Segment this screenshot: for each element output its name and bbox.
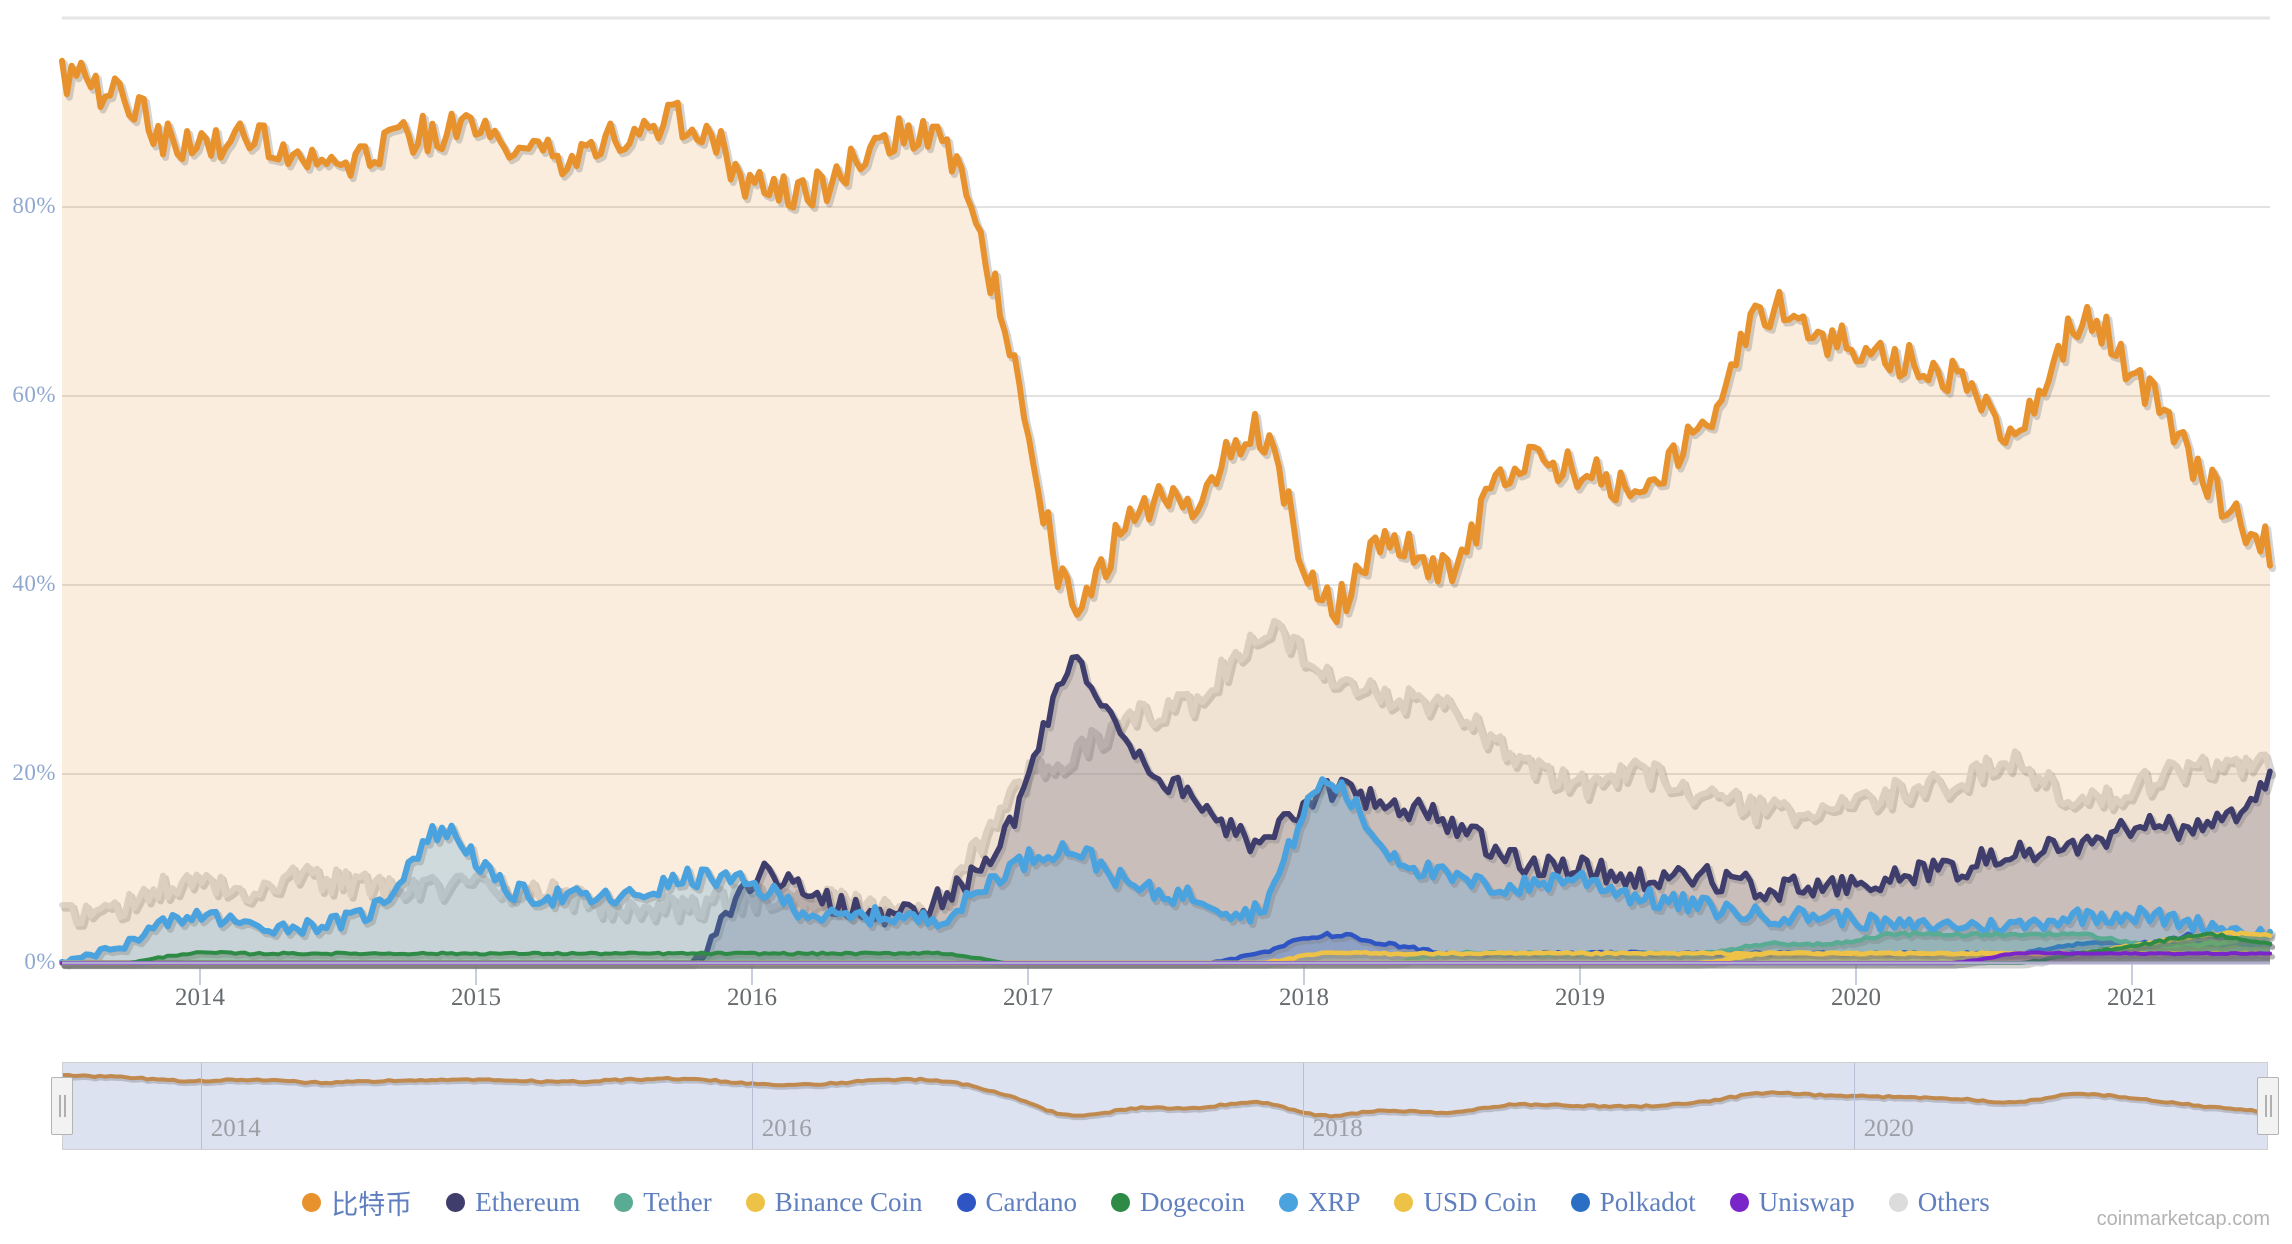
legend-swatch-icon xyxy=(1110,1192,1130,1212)
series-line-3 xyxy=(59,776,2273,966)
legend-item-polkadot[interactable]: Polkadot xyxy=(1554,1187,1713,1218)
legend-swatch-icon xyxy=(1729,1192,1749,1212)
navigator-year-label: 2020 xyxy=(1863,1115,1914,1142)
navigator-year-label: 2016 xyxy=(761,1115,812,1142)
navigator-divider xyxy=(200,1063,202,1149)
x-tick-label: 2020 xyxy=(1831,984,1881,1011)
series-line-shadow-5 xyxy=(61,942,2276,969)
legend-item-label: Dogecoin xyxy=(1139,1186,1245,1217)
series-area-2 xyxy=(62,656,2270,963)
legend-swatch-icon xyxy=(956,1192,976,1212)
y-axis: 0% 20% 40% 60% 80% xyxy=(0,0,56,1010)
legend-item-xrp[interactable]: XRP xyxy=(1262,1187,1378,1218)
chart-plot-area[interactable]: 0% 20% 40% 60% 80% 2014 2015 2016 2017 2018 2019 2… xyxy=(0,0,2292,1011)
legend-item-label: Ethereum xyxy=(475,1186,581,1217)
legend-swatch-icon xyxy=(1278,1192,1298,1212)
y-tick-label: 40% xyxy=(12,571,56,596)
legend-item-bitcoin[interactable]: 比特币 xyxy=(285,1183,429,1222)
series-line-shadow-9 xyxy=(62,934,2275,969)
legend-item-dogecoin[interactable]: Dogecoin xyxy=(1094,1187,1262,1218)
legend-swatch-icon xyxy=(614,1192,634,1212)
legend-swatch-icon xyxy=(1570,1192,1590,1212)
grip-line-icon xyxy=(2269,1095,2272,1117)
legend-item-uniswap[interactable]: Uniswap xyxy=(1713,1187,1872,1218)
grip-line-icon xyxy=(2264,1095,2267,1117)
legend-item-label: Others xyxy=(1917,1186,1990,1217)
series-line-shadow-10 xyxy=(62,953,2275,969)
x-tick-label: 2014 xyxy=(175,984,225,1011)
legend-swatch-icon xyxy=(1394,1192,1414,1212)
navigator-series xyxy=(63,1073,2267,1121)
legend-item-label: Uniswap xyxy=(1758,1186,1855,1217)
legend-item-label: Cardano xyxy=(985,1186,1077,1217)
y-tick-label: 0% xyxy=(24,949,56,974)
watermark: coinmarketcap.com xyxy=(2096,1208,2270,1230)
legend-item-label: 比特币 xyxy=(331,1189,413,1220)
legend-item-ethereum[interactable]: Ethereum xyxy=(429,1187,597,1218)
legend-item-tether[interactable]: Tether xyxy=(597,1187,729,1218)
navigator-divider xyxy=(1302,1063,1304,1149)
legend-item-others[interactable]: Others xyxy=(1872,1187,2007,1218)
y-tick-label: 20% xyxy=(12,760,56,785)
x-tick-label: 2019 xyxy=(1555,984,1605,1011)
legend-swatch-icon xyxy=(1888,1192,1908,1212)
legend-item-binance_coin[interactable]: Binance Coin xyxy=(729,1187,940,1218)
series-area-5 xyxy=(62,942,2270,963)
series-area-7 xyxy=(62,932,2270,963)
range-end-handle[interactable] xyxy=(2257,1077,2279,1135)
x-tick-label: 2016 xyxy=(727,984,777,1011)
series-line-shadow-6 xyxy=(61,932,2276,969)
legend-item-label: Binance Coin xyxy=(774,1186,923,1217)
legend-item-cardano[interactable]: Cardano xyxy=(940,1187,1094,1218)
navigator-divider xyxy=(751,1063,753,1149)
grip-line-icon xyxy=(63,1095,66,1117)
y-tick-label: 80% xyxy=(12,193,56,218)
x-tick-label: 2015 xyxy=(451,984,501,1011)
legend-swatch-icon xyxy=(745,1192,765,1212)
chart-svg xyxy=(59,16,2276,985)
chart-legend[interactable]: 比特币 Ethereum Tether Binance Coin Cardano Doge… xyxy=(0,1180,2292,1224)
series-area-9 xyxy=(62,933,2270,963)
x-tick-label: 2017 xyxy=(1003,984,1053,1011)
range-start-handle[interactable] xyxy=(51,1077,73,1135)
y-tick-label: 60% xyxy=(12,382,56,407)
legend-item-label: Polkadot xyxy=(1599,1186,1696,1217)
navigator-divider xyxy=(1853,1063,1855,1149)
series-area-6 xyxy=(62,932,2270,963)
x-tick-label: 2021 xyxy=(2107,984,2157,1011)
navigator-year-label: 2018 xyxy=(1312,1115,1363,1142)
series-line-shadow-8 xyxy=(61,952,2276,969)
x-tick-label: 2018 xyxy=(1279,984,1329,1011)
legend-swatch-icon xyxy=(302,1192,322,1212)
navigator-year-label: 2014 xyxy=(210,1115,261,1142)
legend-item-usd_coin[interactable]: USD Coin xyxy=(1377,1187,1553,1218)
legend-item-label: Tether xyxy=(643,1186,712,1217)
series-area-1 xyxy=(62,60,2270,964)
legend-item-label: USD Coin xyxy=(1423,1186,1537,1217)
range-navigator[interactable]: 2014 2016 2018 2020 xyxy=(51,1062,2279,1150)
grip-line-icon xyxy=(58,1095,61,1117)
legend-swatch-icon xyxy=(446,1192,466,1212)
series-line-1 xyxy=(59,57,2273,626)
navigator-line xyxy=(63,1073,2267,1119)
legend-item-label: XRP xyxy=(1307,1186,1361,1217)
series-line-0 xyxy=(59,617,2273,927)
